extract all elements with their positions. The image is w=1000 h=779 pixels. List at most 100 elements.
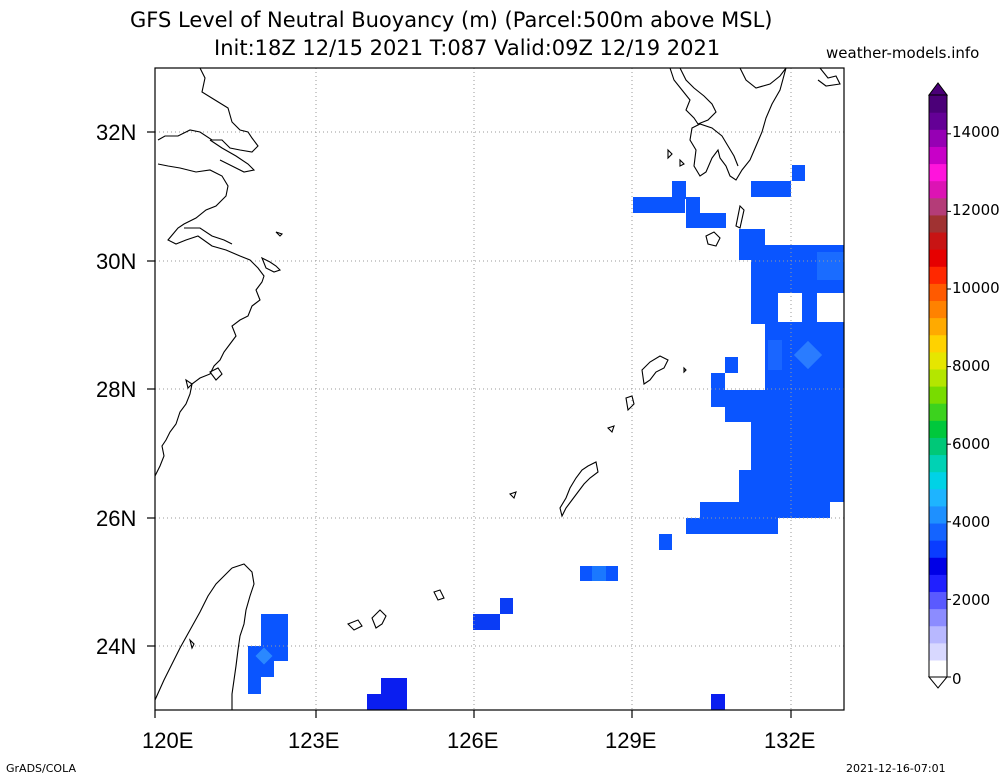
colorbar-segment	[929, 454, 947, 473]
yangtze-estuary	[209, 139, 256, 173]
lnb-field	[248, 165, 844, 710]
senkaku-dot	[683, 366, 687, 374]
colorbar-segment	[929, 214, 947, 233]
lnb-cell	[686, 197, 700, 213]
lnb-cell	[739, 470, 779, 504]
colorbar-segment	[929, 334, 947, 353]
lnb-cell	[700, 502, 830, 518]
lnb-cell	[672, 181, 686, 199]
colorbar-segment	[929, 437, 947, 456]
lnb-cell-light	[768, 340, 782, 370]
lnb-cell	[659, 534, 672, 550]
lnb-cell	[711, 373, 725, 407]
colorbar-tick-0: 0	[952, 670, 962, 688]
lnb-cell	[633, 197, 685, 213]
colorbar-tick-6000: 6000	[952, 435, 990, 453]
lnb-cell	[751, 290, 778, 324]
goto-islands	[667, 148, 685, 167]
lnb-cell	[725, 390, 765, 422]
colorbar	[927, 82, 951, 689]
colorbar-tick-8000: 8000	[952, 357, 990, 375]
lnb-cell-light	[255, 647, 273, 665]
colorbar-segment	[929, 112, 947, 130]
coastlines	[155, 68, 841, 710]
colorbar-segment	[929, 146, 947, 165]
kume-island	[508, 491, 517, 500]
lat-tick-24n: 24N	[96, 634, 136, 659]
fujian-islands	[185, 367, 223, 390]
ishigaki-island	[371, 609, 387, 629]
footer-timestamp: 2021-12-16-07:01	[846, 762, 946, 775]
colorbar-segment	[929, 249, 947, 267]
lnb-cell-light	[793, 340, 823, 370]
colorbar-segment	[929, 625, 947, 644]
lnb-cell	[792, 165, 805, 181]
colorbar-max-arrow	[928, 82, 948, 96]
zhoushan-islands	[260, 231, 284, 273]
lnb-cell	[500, 598, 513, 614]
lnb-cell	[261, 661, 274, 677]
iriomote-island	[347, 619, 363, 631]
colorbar-segment	[929, 386, 947, 404]
lat-tick-30n: 30N	[96, 249, 136, 274]
lnb-cell	[751, 181, 791, 197]
colorbar-segment	[929, 642, 947, 661]
miyako-island	[433, 589, 445, 601]
colorbar-segment	[929, 300, 947, 319]
colorbar-segment	[929, 95, 947, 113]
lon-tick-126e: 126E	[447, 728, 498, 753]
lnb-cell	[686, 213, 726, 228]
colorbar-segment	[929, 591, 947, 610]
okinoerabu	[606, 425, 615, 434]
lnb-cell	[367, 694, 381, 710]
lat-tick-labels: 24N 26N 28N 30N 32N	[96, 120, 136, 659]
colorbar-tick-10000: 10000	[952, 279, 1000, 297]
colorbar-segment	[929, 368, 947, 387]
colorbar-segment	[929, 129, 947, 147]
colorbar-segment	[929, 403, 947, 421]
colorbar-min-arrow	[927, 676, 949, 689]
colorbar-segment	[929, 659, 947, 678]
lnb-cell-light	[817, 252, 844, 280]
colorbar-segment	[929, 557, 947, 575]
colorbar-segment	[929, 231, 947, 250]
lnb-cell	[802, 290, 817, 324]
colorbar-segment	[929, 351, 947, 370]
colorbar-segment	[929, 608, 947, 627]
colorbar-labels: 0 2000 4000 6000 8000 10000 12000 14000	[952, 123, 1000, 688]
source-label: weather-models.info	[826, 44, 980, 62]
yakushima	[705, 231, 721, 247]
chart-title: GFS Level of Neutral Buoyancy (m) (Parce…	[130, 8, 773, 32]
colorbar-segment	[929, 471, 947, 490]
colorbar-segment	[929, 180, 947, 199]
colorbar-segment	[929, 283, 947, 302]
graticule	[155, 68, 844, 710]
lnb-cell	[725, 357, 738, 373]
lon-tick-129e: 129E	[605, 728, 656, 753]
lnb-cell-light	[592, 566, 606, 581]
lnb-cell	[711, 694, 725, 710]
colorbar-tick-4000: 4000	[952, 513, 990, 531]
chart-subtitle: Init:18Z 12/15 2021 T:087 Valid:09Z 12/1…	[214, 36, 721, 60]
taiwan-coastline	[155, 563, 255, 710]
colorbar-segment	[929, 505, 947, 524]
tokunoshima	[625, 395, 635, 412]
colorbar-tick-12000: 12000	[952, 201, 1000, 219]
lon-tick-120e: 120E	[142, 728, 193, 753]
lnb-cell	[473, 614, 500, 630]
colorbar-segment	[929, 163, 947, 182]
colorbar-segment	[929, 522, 947, 541]
colorbar-tick-2000: 2000	[952, 591, 990, 609]
lon-tick-132e: 132E	[764, 728, 815, 753]
colorbar-frame	[928, 94, 948, 678]
lat-tick-32n: 32N	[96, 120, 136, 145]
okinawa-island	[559, 461, 599, 518]
colorbar-segment	[929, 488, 947, 507]
lat-tick-26n: 26N	[96, 506, 136, 531]
colorbar-segment	[929, 197, 947, 216]
colorbar-segment	[929, 266, 947, 284]
colorbar-segment	[929, 540, 947, 558]
colorbar-segment	[929, 317, 947, 336]
colorbar-segment	[929, 574, 947, 593]
